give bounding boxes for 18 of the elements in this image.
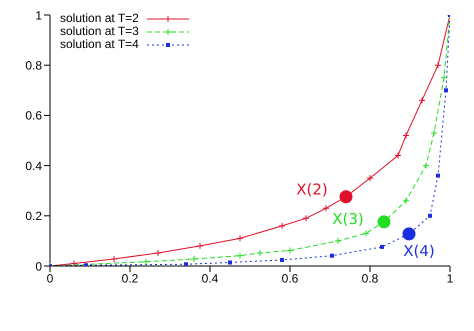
x-tick-label: 1 bbox=[446, 272, 454, 286]
y-tick-label: 0.6 bbox=[25, 108, 42, 123]
annotation: X(3) bbox=[332, 210, 364, 228]
y-tick-label: 0 bbox=[35, 259, 42, 274]
y-tick-label: 0.2 bbox=[25, 209, 42, 224]
legend-label: solution at T=2 bbox=[60, 11, 139, 25]
y-tick-label: 0.8 bbox=[25, 58, 42, 72]
x-tick-label: 0.6 bbox=[282, 272, 299, 286]
legend-label: solution at T=4 bbox=[60, 37, 139, 51]
x-tick-label: 0.4 bbox=[202, 272, 219, 286]
y-tick-label: 1 bbox=[35, 8, 42, 22]
annotation: X(2) bbox=[296, 180, 328, 199]
x-tick-label: 0.2 bbox=[122, 272, 139, 286]
annotation: X(4) bbox=[403, 242, 435, 260]
y-tick-label: 0.4 bbox=[25, 158, 42, 173]
x-tick-label: 0.8 bbox=[362, 272, 379, 286]
legend-label: solution at T=3 bbox=[60, 24, 139, 38]
x-tick-label: 0 bbox=[46, 272, 54, 286]
